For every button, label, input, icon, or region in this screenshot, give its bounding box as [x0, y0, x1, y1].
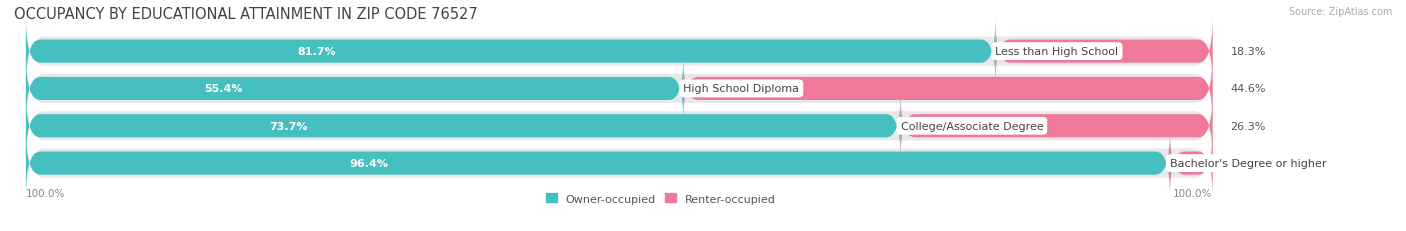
FancyBboxPatch shape: [25, 19, 995, 85]
FancyBboxPatch shape: [25, 122, 1212, 205]
Text: 26.3%: 26.3%: [1230, 121, 1265, 131]
Legend: Owner-occupied, Renter-occupied: Owner-occupied, Renter-occupied: [541, 189, 780, 208]
Text: 55.4%: 55.4%: [204, 84, 242, 94]
FancyBboxPatch shape: [25, 56, 683, 122]
Text: Less than High School: Less than High School: [995, 47, 1119, 57]
FancyBboxPatch shape: [25, 11, 1212, 93]
Text: 3.6%: 3.6%: [1230, 158, 1258, 168]
Text: 100.0%: 100.0%: [25, 189, 65, 199]
Text: High School Diploma: High School Diploma: [683, 84, 800, 94]
Text: College/Associate Degree: College/Associate Degree: [900, 121, 1043, 131]
Text: Source: ZipAtlas.com: Source: ZipAtlas.com: [1288, 7, 1392, 17]
Text: 100.0%: 100.0%: [1173, 189, 1212, 199]
Text: 81.7%: 81.7%: [298, 47, 336, 57]
Text: OCCUPANCY BY EDUCATIONAL ATTAINMENT IN ZIP CODE 76527: OCCUPANCY BY EDUCATIONAL ATTAINMENT IN Z…: [14, 7, 478, 22]
Text: 73.7%: 73.7%: [269, 121, 308, 131]
FancyBboxPatch shape: [25, 130, 1170, 197]
Text: Bachelor's Degree or higher: Bachelor's Degree or higher: [1170, 158, 1326, 168]
FancyBboxPatch shape: [995, 19, 1212, 85]
FancyBboxPatch shape: [25, 85, 1212, 167]
FancyBboxPatch shape: [900, 93, 1212, 159]
Text: 18.3%: 18.3%: [1230, 47, 1265, 57]
FancyBboxPatch shape: [683, 56, 1212, 122]
Text: 44.6%: 44.6%: [1230, 84, 1265, 94]
FancyBboxPatch shape: [25, 48, 1212, 130]
FancyBboxPatch shape: [1170, 130, 1212, 197]
Text: 96.4%: 96.4%: [350, 158, 388, 168]
FancyBboxPatch shape: [25, 93, 900, 159]
